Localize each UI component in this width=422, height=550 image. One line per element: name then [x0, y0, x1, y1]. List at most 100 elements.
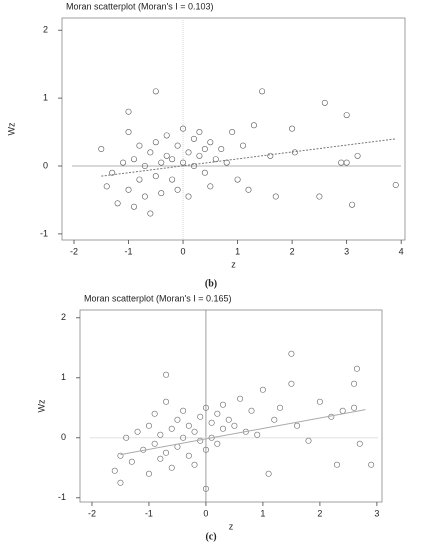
- point: [207, 183, 214, 190]
- point: [163, 371, 170, 378]
- point: [158, 159, 165, 166]
- point: [333, 461, 340, 468]
- y-tick-label: 1: [43, 92, 48, 102]
- point: [288, 380, 295, 387]
- point: [196, 152, 203, 159]
- point: [288, 350, 295, 357]
- point: [356, 440, 363, 447]
- x-tick-label: 2: [290, 246, 295, 256]
- point: [328, 413, 335, 420]
- point: [134, 428, 141, 435]
- point: [265, 470, 272, 477]
- trend-line: [120, 409, 366, 456]
- y-tick-label: -1: [58, 492, 66, 502]
- y-tick-label: 0: [43, 160, 48, 170]
- point: [141, 163, 148, 170]
- point: [259, 88, 266, 95]
- point: [114, 200, 121, 207]
- point: [368, 461, 375, 468]
- x-tick-label: 3: [374, 508, 379, 518]
- point: [354, 152, 361, 159]
- point: [197, 413, 204, 420]
- point: [212, 156, 219, 163]
- point: [190, 163, 197, 170]
- point: [152, 139, 159, 146]
- point: [152, 173, 159, 180]
- point: [103, 183, 110, 190]
- y-tick-label: 2: [43, 25, 48, 35]
- point: [202, 446, 209, 453]
- point: [207, 139, 214, 146]
- x-tick-label: -1: [125, 246, 133, 256]
- x-tick-label: -1: [145, 508, 153, 518]
- point: [136, 176, 143, 183]
- point: [109, 169, 116, 176]
- point: [145, 470, 152, 477]
- point: [214, 440, 221, 447]
- point: [267, 152, 274, 159]
- point: [120, 159, 127, 166]
- point: [147, 149, 154, 156]
- point: [191, 461, 198, 468]
- point: [353, 365, 360, 372]
- point: [169, 156, 176, 163]
- point: [185, 149, 192, 156]
- point: [218, 146, 225, 153]
- x-tick-label: 2: [317, 508, 322, 518]
- y-axis-label: Wz: [36, 399, 46, 412]
- point: [250, 122, 257, 129]
- point: [231, 422, 238, 429]
- point: [190, 135, 197, 142]
- y-axis-label: Wz: [6, 122, 16, 135]
- point: [174, 416, 181, 423]
- point: [174, 186, 181, 193]
- point: [147, 210, 154, 217]
- point: [152, 88, 159, 95]
- point: [343, 112, 350, 119]
- point: [128, 458, 135, 465]
- point: [185, 452, 192, 459]
- point: [180, 434, 187, 441]
- point: [351, 380, 358, 387]
- point: [151, 410, 158, 417]
- point: [220, 401, 227, 408]
- point: [338, 159, 345, 166]
- point: [168, 464, 175, 471]
- x-tick-label: 1: [260, 508, 265, 518]
- point: [151, 440, 158, 447]
- point: [125, 129, 132, 136]
- point: [157, 455, 164, 462]
- point: [180, 159, 187, 166]
- point: [201, 146, 208, 153]
- x-tick-label: 4: [399, 246, 404, 256]
- point: [163, 152, 170, 159]
- point: [136, 142, 143, 149]
- point: [321, 99, 328, 106]
- point: [229, 129, 236, 136]
- point: [305, 437, 312, 444]
- point: [316, 193, 323, 200]
- caption: (b): [205, 278, 217, 289]
- point: [141, 193, 148, 200]
- point: [125, 108, 132, 115]
- caption: (c): [205, 531, 216, 542]
- point: [185, 193, 192, 200]
- point: [240, 142, 247, 149]
- x-tick-label: 1: [235, 246, 240, 256]
- x-axis-label: z: [229, 521, 234, 531]
- point: [272, 193, 279, 200]
- x-tick-label: 0: [203, 508, 208, 518]
- point: [339, 407, 346, 414]
- x-tick-label: -2: [88, 508, 96, 518]
- x-tick-label: -2: [70, 246, 78, 256]
- point: [237, 395, 244, 402]
- point: [201, 169, 208, 176]
- plot-frame: [61, 17, 406, 241]
- x-axis-label: z: [231, 259, 236, 269]
- point: [145, 422, 152, 429]
- point: [289, 125, 296, 132]
- point: [234, 176, 241, 183]
- x-tick-label: 3: [344, 246, 349, 256]
- point: [294, 422, 301, 429]
